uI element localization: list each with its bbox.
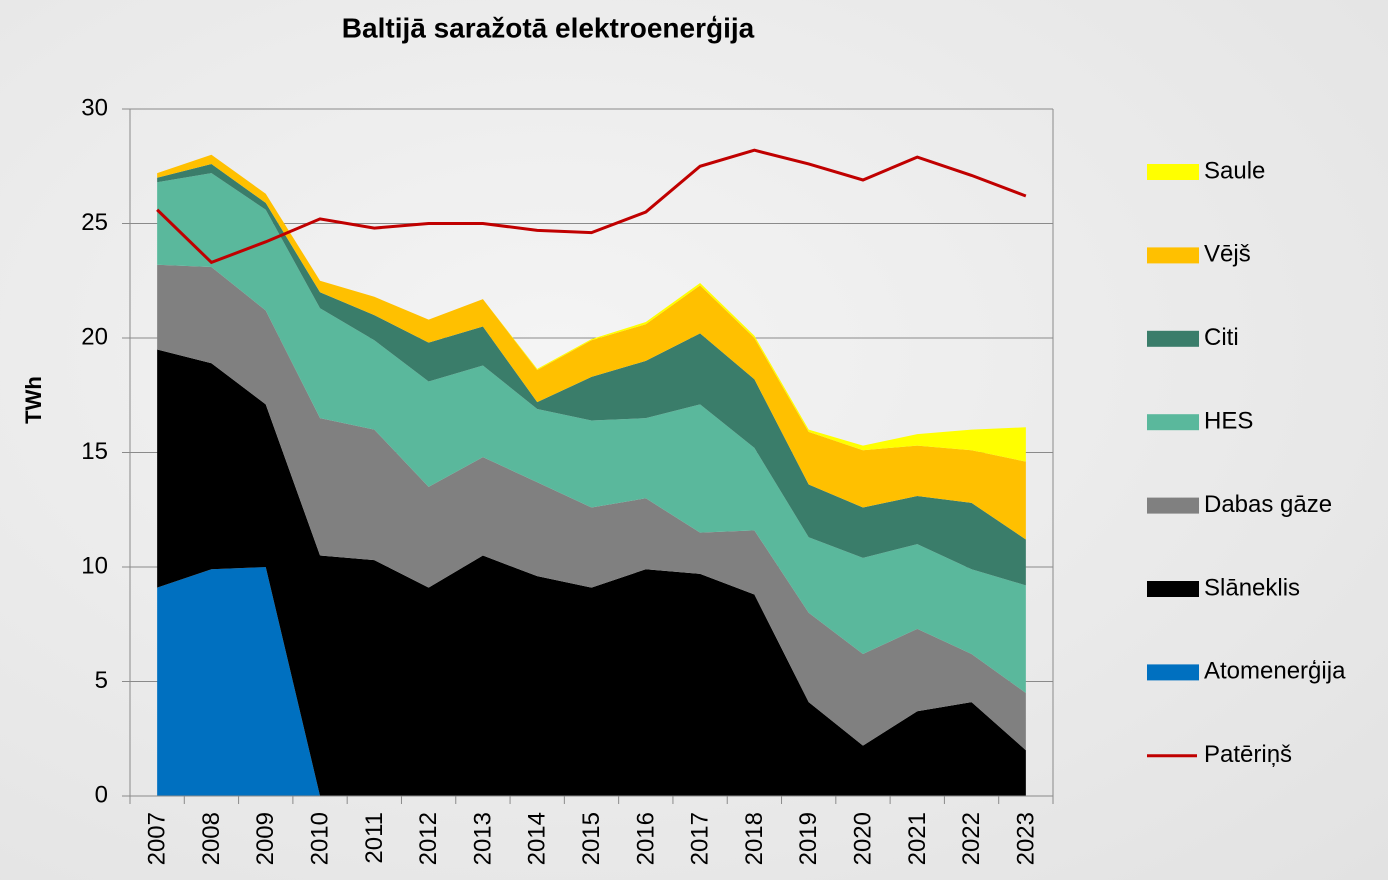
area	[157, 349, 1026, 796]
x-tick-label: 2016	[632, 812, 659, 865]
legend-swatch	[1147, 414, 1199, 431]
legend-swatch	[1147, 164, 1199, 180]
y-tick-label: 30	[81, 94, 108, 121]
line	[156, 148, 1027, 265]
area	[157, 163, 1026, 586]
legend-swatch	[1147, 330, 1199, 347]
area	[157, 264, 1026, 751]
x-tick-label: 2023	[1012, 812, 1039, 865]
y-tick-label: 25	[81, 209, 108, 236]
area	[157, 154, 1026, 540]
y-axis-label: TWh	[21, 376, 46, 424]
legend-swatch	[1147, 247, 1199, 264]
y-tick-label: 5	[95, 667, 108, 694]
x-tick-label: 2009	[252, 812, 279, 865]
x-tick-label: 2018	[741, 812, 768, 865]
x-tick-label: 2013	[469, 812, 496, 865]
x-tick-label: 2007	[144, 812, 171, 865]
legend-label: Vējš	[1204, 241, 1251, 268]
legend-label: Atomenerģija	[1204, 658, 1346, 685]
x-tick-label: 2022	[958, 812, 985, 865]
legend-swatch	[1147, 497, 1199, 514]
legend-label: Dabas gāze	[1204, 491, 1332, 518]
x-tick-label: 2017	[687, 812, 714, 865]
y-tick-label: 15	[81, 438, 108, 465]
chart-title: Baltijā saražotā elektroenerģija	[342, 12, 755, 43]
y-tick-label: 10	[81, 552, 108, 579]
x-tick-label: 2011	[361, 812, 388, 864]
x-tick-label: 2021	[904, 812, 931, 865]
legend-label: HES	[1204, 408, 1253, 435]
x-tick-label: 2014	[524, 812, 551, 865]
legend-label: Citi	[1204, 324, 1239, 351]
y-tick-label: 20	[81, 323, 108, 350]
x-tick-label: 2015	[578, 812, 605, 865]
x-tick-label: 2019	[795, 812, 822, 865]
x-tick-label: 2010	[307, 812, 334, 865]
legend-label: Saule	[1204, 157, 1265, 184]
area	[157, 567, 1026, 796]
legend-label: Slāneklis	[1204, 574, 1300, 601]
legend-swatch	[1147, 581, 1199, 597]
y-tick-label: 0	[95, 781, 108, 808]
x-tick-label: 2020	[849, 812, 876, 865]
x-tick-label: 2012	[415, 812, 442, 865]
legend-label: Patēriņš	[1204, 741, 1292, 768]
legend-swatch	[1147, 664, 1199, 681]
area	[157, 173, 1026, 693]
x-tick-label: 2008	[198, 812, 225, 865]
